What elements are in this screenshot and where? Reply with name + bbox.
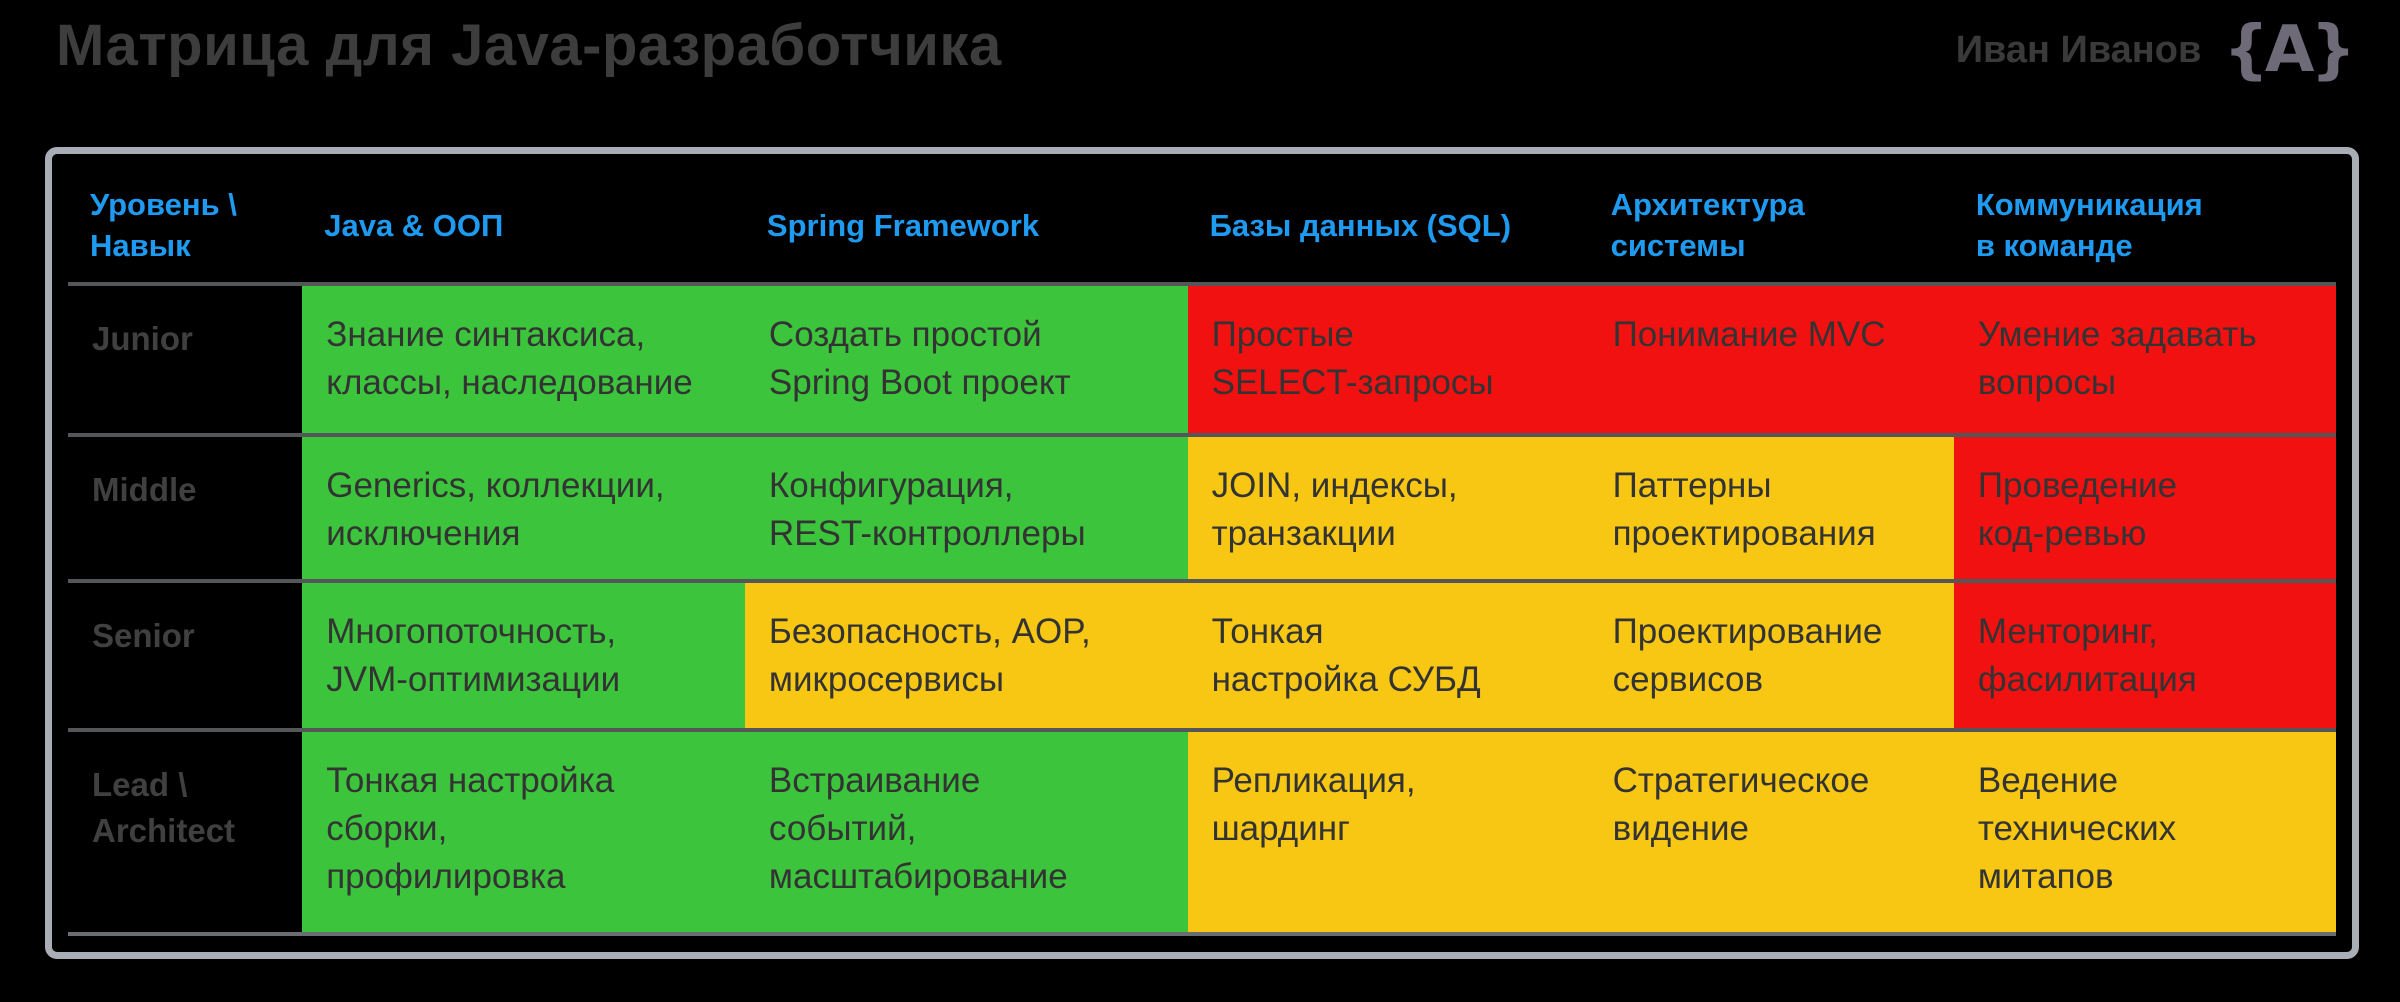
cell-junior-java: Знание синтаксиса, классы, наследование — [302, 286, 745, 434]
row-label-junior: Junior — [68, 286, 303, 434]
cell-junior-communication: Умение задавать вопросы — [1953, 286, 2336, 434]
cell-senior-communication: Менторинг, фасилитация — [1953, 582, 2336, 729]
skill-matrix-table: Уровень \ Навык Java & ООП Spring Framew… — [68, 170, 2336, 936]
row-label-lead-architect: Lead \ Architect — [68, 732, 303, 932]
row-label-middle: Middle — [68, 437, 303, 579]
row-label-senior: Senior — [68, 582, 303, 729]
cell-senior-java: Многопоточность, JVM-оптимизации — [302, 582, 745, 729]
cell-lead-sql: Репликация, шардинг — [1187, 732, 1589, 932]
cell-junior-sql: Простые SELECT-запросы — [1187, 286, 1589, 434]
cell-middle-spring: Конфигурация, REST-контроллеры — [744, 437, 1188, 579]
cell-lead-spring: Встраивание событий, масштабирование — [744, 732, 1188, 932]
cell-senior-spring: Безопасность, AOP, микросервисы — [744, 582, 1188, 729]
page-header: Матрица для Java-разработчика Иван Ивано… — [56, 13, 2356, 87]
cell-middle-java: Generics, коллекции, исключения — [302, 437, 745, 579]
cell-junior-architecture: Понимание MVC — [1588, 286, 1954, 434]
cell-senior-sql: Тонкая настройка СУБД — [1187, 582, 1589, 729]
header-architecture: Архитектура системы — [1588, 170, 1954, 283]
cell-lead-java: Тонкая настройка сборки, профилировка — [302, 732, 745, 932]
matrix-frame: Уровень \ Навык Java & ООП Spring Framew… — [45, 147, 2359, 959]
cell-lead-architecture: Стратегическое видение — [1588, 732, 1954, 932]
page-title: Матрица для Java-разработчика — [56, 13, 1002, 78]
header-java-oop: Java & ООП — [302, 170, 745, 283]
cell-junior-spring: Создать простой Spring Boot проект — [744, 286, 1188, 434]
header-spring: Spring Framework — [744, 170, 1188, 283]
cell-middle-architecture: Паттерны проектирования — [1588, 437, 1954, 579]
cell-middle-communication: Проведение код-ревью — [1953, 437, 2336, 579]
header-level-skill: Уровень \ Навык — [68, 170, 303, 283]
cell-middle-sql: JOIN, индексы, транзакции — [1187, 437, 1589, 579]
cell-senior-architecture: Проектирование сервисов — [1588, 582, 1954, 729]
code-braces-avatar-icon: {А} — [2223, 13, 2356, 87]
author-name: Иван Иванов — [1955, 28, 2202, 71]
cell-lead-communication: Ведение технических митапов — [1953, 732, 2336, 932]
header-sql: Базы данных (SQL) — [1187, 170, 1589, 283]
author-block: Иван Иванов {А} — [1955, 13, 2356, 87]
header-communication: Коммуникация в команде — [1953, 170, 2336, 283]
